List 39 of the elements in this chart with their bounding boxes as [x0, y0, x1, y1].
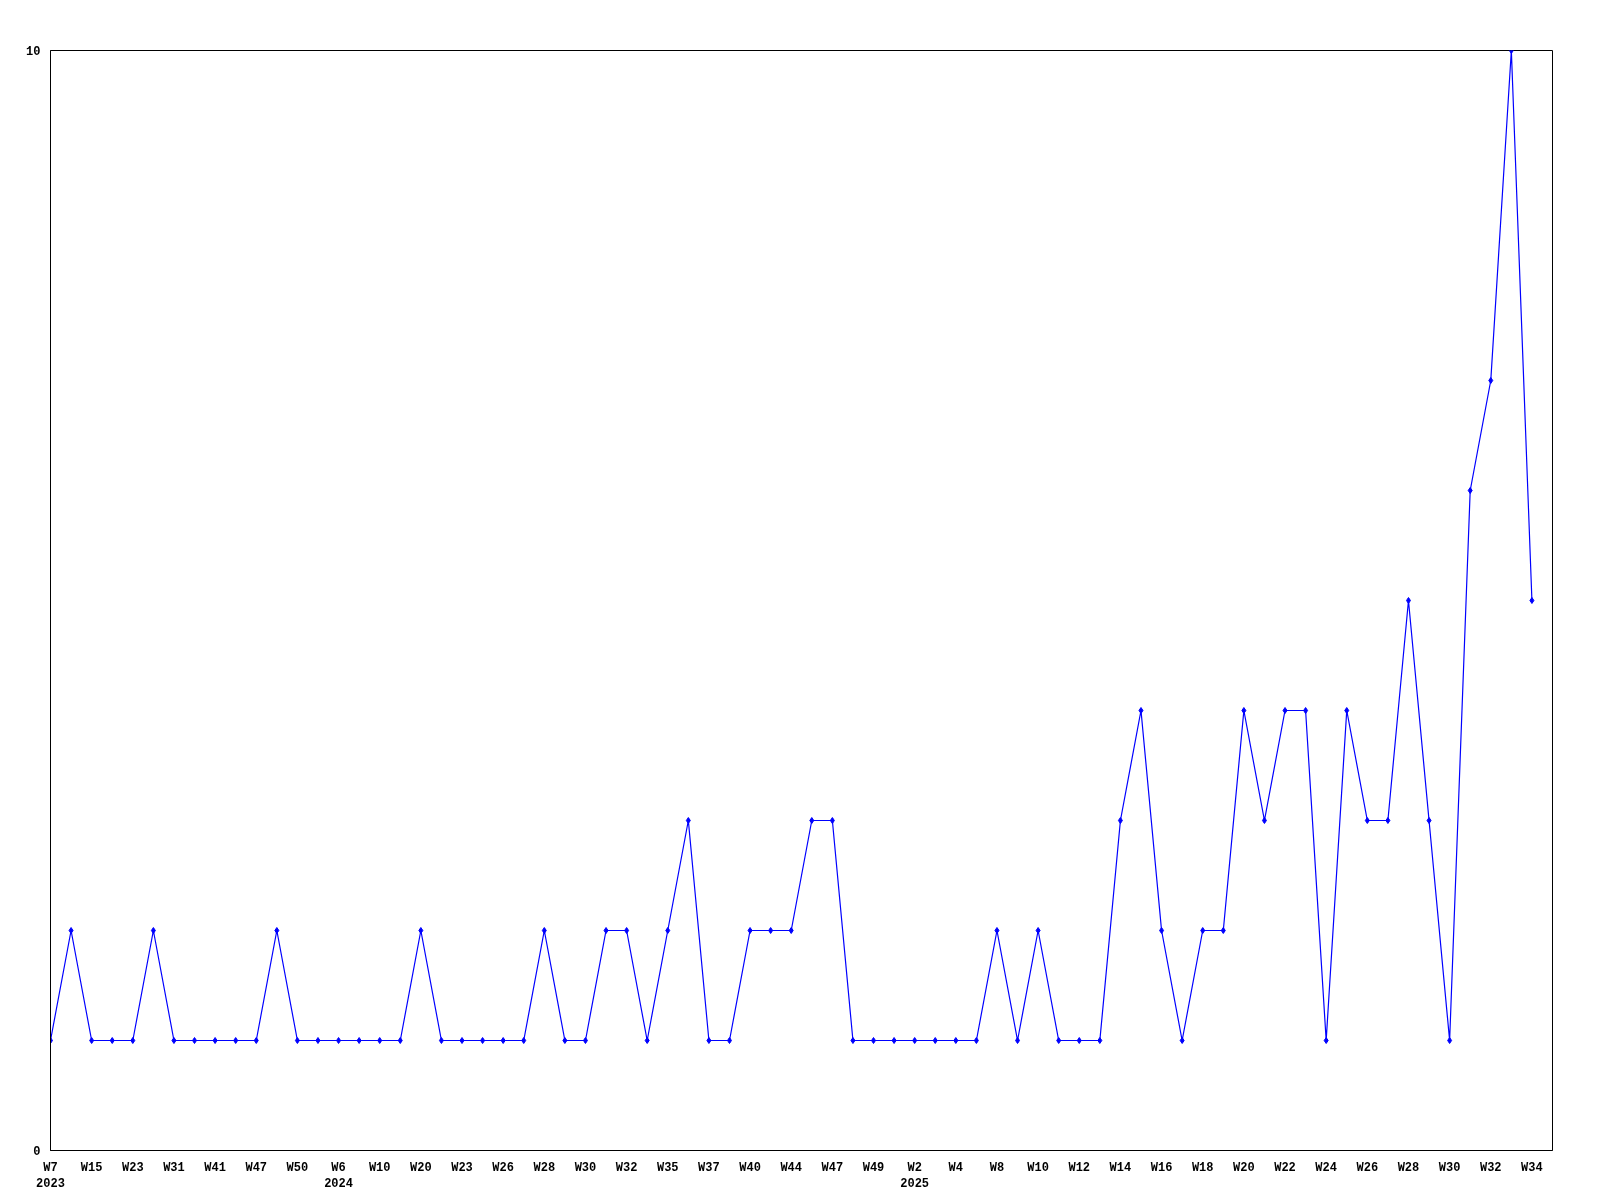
x-tick-label: W31: [163, 1160, 185, 1175]
x-tick-label: W26: [492, 1160, 514, 1175]
x-tick-label: W41: [204, 1160, 226, 1175]
x-tick-label: W16: [1150, 1160, 1173, 1175]
x-tick-label: W40: [739, 1160, 761, 1175]
x-tick-label: W23: [122, 1160, 144, 1175]
x-tick-label: W49: [862, 1160, 885, 1175]
x-tick-label: W44: [780, 1160, 803, 1175]
x-tick-label: W20: [410, 1160, 432, 1175]
x-tick-label: W20: [1233, 1160, 1255, 1175]
x-tick-label: W22: [1274, 1160, 1296, 1175]
x-tick-label: W15: [80, 1160, 103, 1175]
x-tick-label: W32: [1479, 1160, 1502, 1175]
x-tick-label: W2 2025: [900, 1160, 930, 1192]
x-tick-label: W7 2023: [36, 1160, 65, 1192]
x-tick-label: W32: [615, 1160, 638, 1175]
x-tick-label: W6 2024: [324, 1160, 353, 1192]
x-tick-label: W37: [698, 1160, 720, 1175]
x-tick-label: W28: [533, 1160, 556, 1175]
x-tick-label: W47: [821, 1160, 844, 1175]
x-tick-label: W4: [948, 1160, 964, 1175]
x-tick-label: W24: [1315, 1160, 1337, 1175]
x-tick-label: W23: [451, 1160, 473, 1175]
x-tick-label: W8: [989, 1160, 1005, 1175]
x-tick-label: W50: [286, 1160, 309, 1175]
x-tick-label: W10: [368, 1160, 391, 1175]
x-tick-label: W14: [1109, 1160, 1132, 1175]
x-tick-label: W28: [1397, 1160, 1420, 1175]
x-tick-label: W10: [1027, 1160, 1049, 1175]
x-tick-label: W12: [1068, 1160, 1091, 1175]
x-tick-label: W30: [574, 1160, 597, 1175]
x-tick-label: W47: [245, 1160, 268, 1175]
x-tick-label: W30: [1438, 1160, 1461, 1175]
y-tick-label: 0: [33, 1145, 41, 1159]
x-tick-label: W35: [656, 1160, 679, 1175]
y-tick-label: 10: [26, 45, 41, 59]
x-tick-label: W18: [1191, 1160, 1214, 1175]
x-tick-label: W34: [1521, 1160, 1543, 1175]
x-tick-label: W26: [1356, 1160, 1379, 1175]
